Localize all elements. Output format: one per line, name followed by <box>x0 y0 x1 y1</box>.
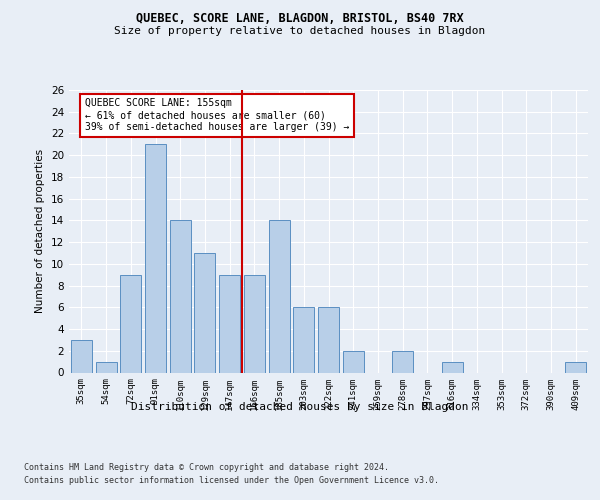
Bar <box>194 253 215 372</box>
Bar <box>145 144 166 372</box>
Bar <box>120 274 141 372</box>
Bar <box>293 308 314 372</box>
Bar <box>95 362 116 372</box>
Bar <box>565 362 586 372</box>
Bar <box>219 274 240 372</box>
Text: Distribution of detached houses by size in Blagdon: Distribution of detached houses by size … <box>131 402 469 412</box>
Bar <box>244 274 265 372</box>
Bar <box>343 351 364 372</box>
Bar <box>170 220 191 372</box>
Bar <box>269 220 290 372</box>
Bar <box>442 362 463 372</box>
Text: Contains HM Land Registry data © Crown copyright and database right 2024.: Contains HM Land Registry data © Crown c… <box>24 462 389 471</box>
Text: Size of property relative to detached houses in Blagdon: Size of property relative to detached ho… <box>115 26 485 36</box>
Bar <box>392 351 413 372</box>
Bar <box>318 308 339 372</box>
Text: QUEBEC, SCORE LANE, BLAGDON, BRISTOL, BS40 7RX: QUEBEC, SCORE LANE, BLAGDON, BRISTOL, BS… <box>136 12 464 26</box>
Text: Contains public sector information licensed under the Open Government Licence v3: Contains public sector information licen… <box>24 476 439 485</box>
Y-axis label: Number of detached properties: Number of detached properties <box>35 149 46 314</box>
Bar <box>71 340 92 372</box>
Text: QUEBEC SCORE LANE: 155sqm
← 61% of detached houses are smaller (60)
39% of semi-: QUEBEC SCORE LANE: 155sqm ← 61% of detac… <box>85 98 349 132</box>
